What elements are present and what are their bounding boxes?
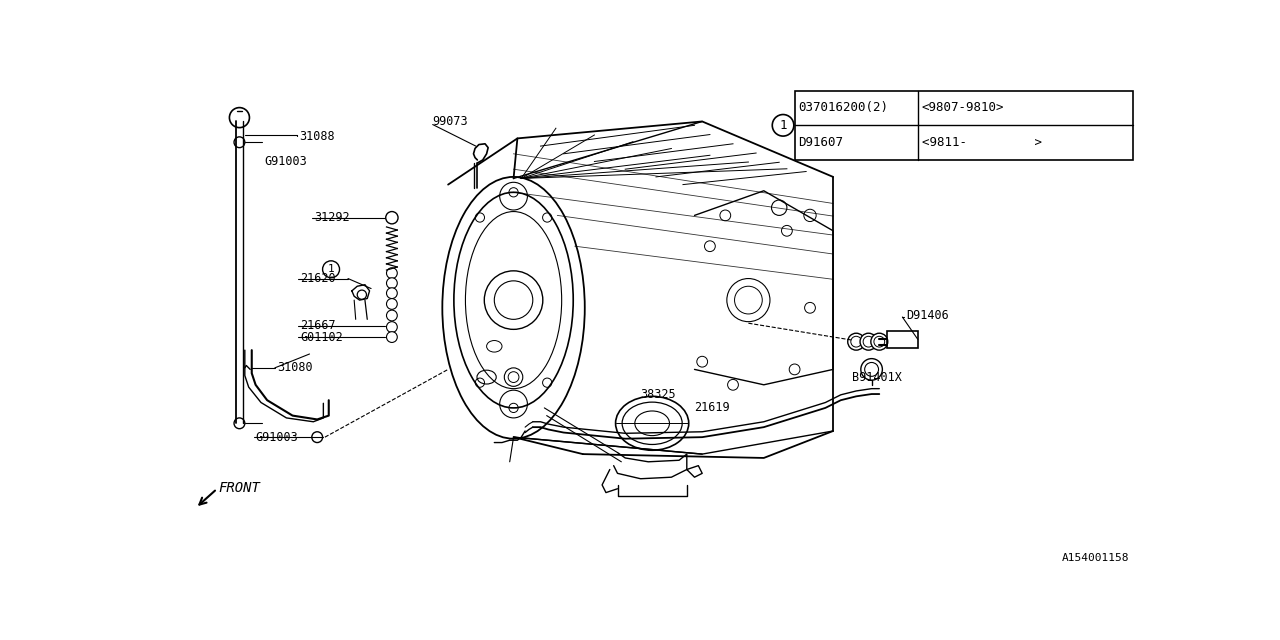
Text: 1: 1: [780, 119, 787, 132]
Text: 38325: 38325: [640, 388, 676, 401]
Bar: [887, 331, 918, 348]
Text: 21667: 21667: [301, 319, 335, 332]
Circle shape: [387, 322, 397, 332]
Text: 21620: 21620: [301, 272, 335, 285]
Text: <9807-9810>: <9807-9810>: [922, 102, 1004, 115]
Text: 99073: 99073: [431, 115, 467, 128]
Circle shape: [870, 333, 888, 350]
Text: 037016200(2): 037016200(2): [799, 102, 888, 115]
Text: G91003: G91003: [264, 155, 307, 168]
Text: B91401X: B91401X: [852, 371, 902, 383]
Text: 31080: 31080: [278, 362, 312, 374]
Text: 21619: 21619: [695, 401, 730, 415]
Circle shape: [387, 288, 397, 298]
Text: 1: 1: [328, 264, 334, 275]
Circle shape: [847, 333, 865, 350]
Text: 31088: 31088: [298, 129, 334, 143]
Circle shape: [387, 278, 397, 289]
Text: G91003: G91003: [256, 431, 298, 444]
Circle shape: [385, 212, 398, 224]
Circle shape: [861, 358, 882, 380]
Circle shape: [860, 333, 877, 350]
Circle shape: [387, 332, 397, 342]
Text: <9811-         >: <9811- >: [922, 136, 1042, 149]
Bar: [795, 91, 1133, 160]
Circle shape: [387, 298, 397, 309]
Text: D91607: D91607: [799, 136, 844, 149]
Circle shape: [229, 108, 250, 127]
Circle shape: [387, 310, 397, 321]
Text: FRONT: FRONT: [219, 481, 261, 495]
Circle shape: [387, 268, 397, 278]
Text: A154001158: A154001158: [1062, 553, 1129, 563]
Text: G01102: G01102: [301, 330, 343, 344]
Text: 31292: 31292: [314, 211, 349, 224]
Text: D91406: D91406: [906, 309, 948, 322]
